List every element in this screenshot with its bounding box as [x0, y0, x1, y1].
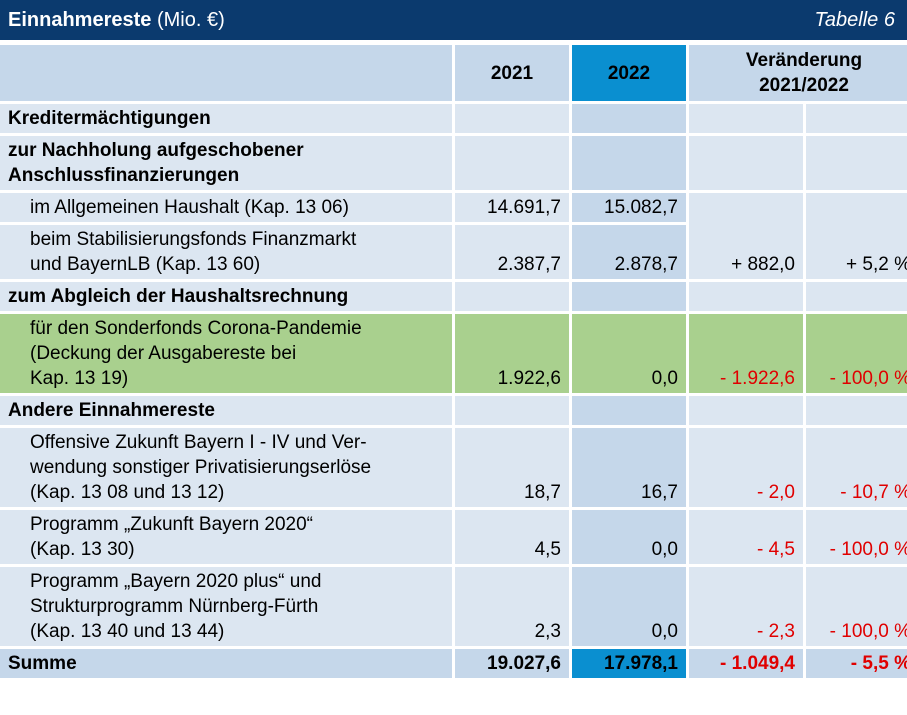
cell-percent: - 100,0 %	[806, 510, 907, 564]
table-number: Tabelle 6	[814, 8, 895, 31]
sum-2022: 17.978,1	[572, 649, 686, 678]
cell-2022: 0,0	[572, 510, 686, 564]
cell-percent: + 5,2 %	[806, 193, 907, 279]
section-kredit: Kreditermächtigungen	[0, 104, 452, 133]
section-row: zum Abgleich der Haushaltsrechnung	[0, 282, 907, 311]
cell-2022: 15.082,7	[572, 193, 686, 222]
table-row: im Allgemeinen Haushalt (Kap. 13 06) 14.…	[0, 193, 907, 279]
cell-2021: 2,3	[455, 567, 569, 646]
section-row: Kreditermächtigungen	[0, 104, 907, 133]
cell-2021: 2.387,7	[455, 225, 569, 279]
section-row: zur Nachholung aufgeschobener Anschlussfi…	[0, 136, 907, 190]
table-row: beim Stabilisierungsfonds Finanzmarkt und…	[0, 225, 907, 279]
header-2022: 2022	[572, 45, 686, 101]
sum-label: Summe	[0, 649, 452, 678]
section-abgleich: zum Abgleich der Haushaltsrechnung	[0, 282, 452, 311]
cell-change: + 882,0	[689, 193, 803, 279]
row-label: für den Sonderfonds Corona-Pandemie (Deck…	[0, 314, 452, 393]
cell-2021: 4,5	[455, 510, 569, 564]
table-title: Einnahmereste (Mio. €)	[8, 8, 225, 31]
cell-change: - 2,3	[689, 567, 803, 646]
row-label: Programm „Bayern 2020 plus“ und Strukturp…	[0, 567, 452, 646]
table-title-bar: Einnahmereste (Mio. €) Tabelle 6	[0, 0, 907, 40]
header-2021: 2021	[455, 45, 569, 101]
cell-2021: 14.691,7	[455, 193, 569, 222]
row-label: im Allgemeinen Haushalt (Kap. 13 06)	[0, 193, 452, 222]
sum-percent: - 5,5 %	[806, 649, 907, 678]
header-row: 2021 2022 Veränderung 2021/2022	[0, 45, 907, 101]
row-label: Offensive Zukunft Bayern I - IV und Ver-…	[0, 428, 452, 507]
header-change: Veränderung 2021/2022	[689, 45, 907, 101]
cell-percent: - 100,0 %	[806, 567, 907, 646]
cell-change: - 4,5	[689, 510, 803, 564]
cell-change: - 1.922,6	[689, 314, 803, 393]
section-row: Andere Einnahmereste	[0, 396, 907, 425]
cell-2021: 1.922,6	[455, 314, 569, 393]
section-nachholung: zur Nachholung aufgeschobener Anschlussfi…	[0, 136, 452, 190]
sum-row: Summe 19.027,6 17.978,1 - 1.049,4 - 5,5 …	[0, 649, 907, 678]
table-row: Programm „Bayern 2020 plus“ und Strukturp…	[0, 567, 907, 646]
header-label-cell	[0, 45, 452, 101]
cell-percent: - 10,7 %	[806, 428, 907, 507]
cell-2021: 18,7	[455, 428, 569, 507]
table-row: Offensive Zukunft Bayern I - IV und Ver-…	[0, 428, 907, 507]
sum-change: - 1.049,4	[689, 649, 803, 678]
cell-2022: 16,7	[572, 428, 686, 507]
row-label: Programm „Zukunft Bayern 2020“ (Kap. 13 3…	[0, 510, 452, 564]
einnahmereste-table: 2021 2022 Veränderung 2021/2022 Krediterm…	[0, 42, 907, 681]
table-row-highlighted: für den Sonderfonds Corona-Pandemie (Deck…	[0, 314, 907, 393]
cell-2022: 0,0	[572, 567, 686, 646]
section-andere: Andere Einnahmereste	[0, 396, 452, 425]
row-label: beim Stabilisierungsfonds Finanzmarkt und…	[0, 225, 452, 279]
cell-change: - 2,0	[689, 428, 803, 507]
table-row: Programm „Zukunft Bayern 2020“ (Kap. 13 3…	[0, 510, 907, 564]
sum-2021: 19.027,6	[455, 649, 569, 678]
cell-2022: 0,0	[572, 314, 686, 393]
cell-2022: 2.878,7	[572, 225, 686, 279]
cell-percent: - 100,0 %	[806, 314, 907, 393]
